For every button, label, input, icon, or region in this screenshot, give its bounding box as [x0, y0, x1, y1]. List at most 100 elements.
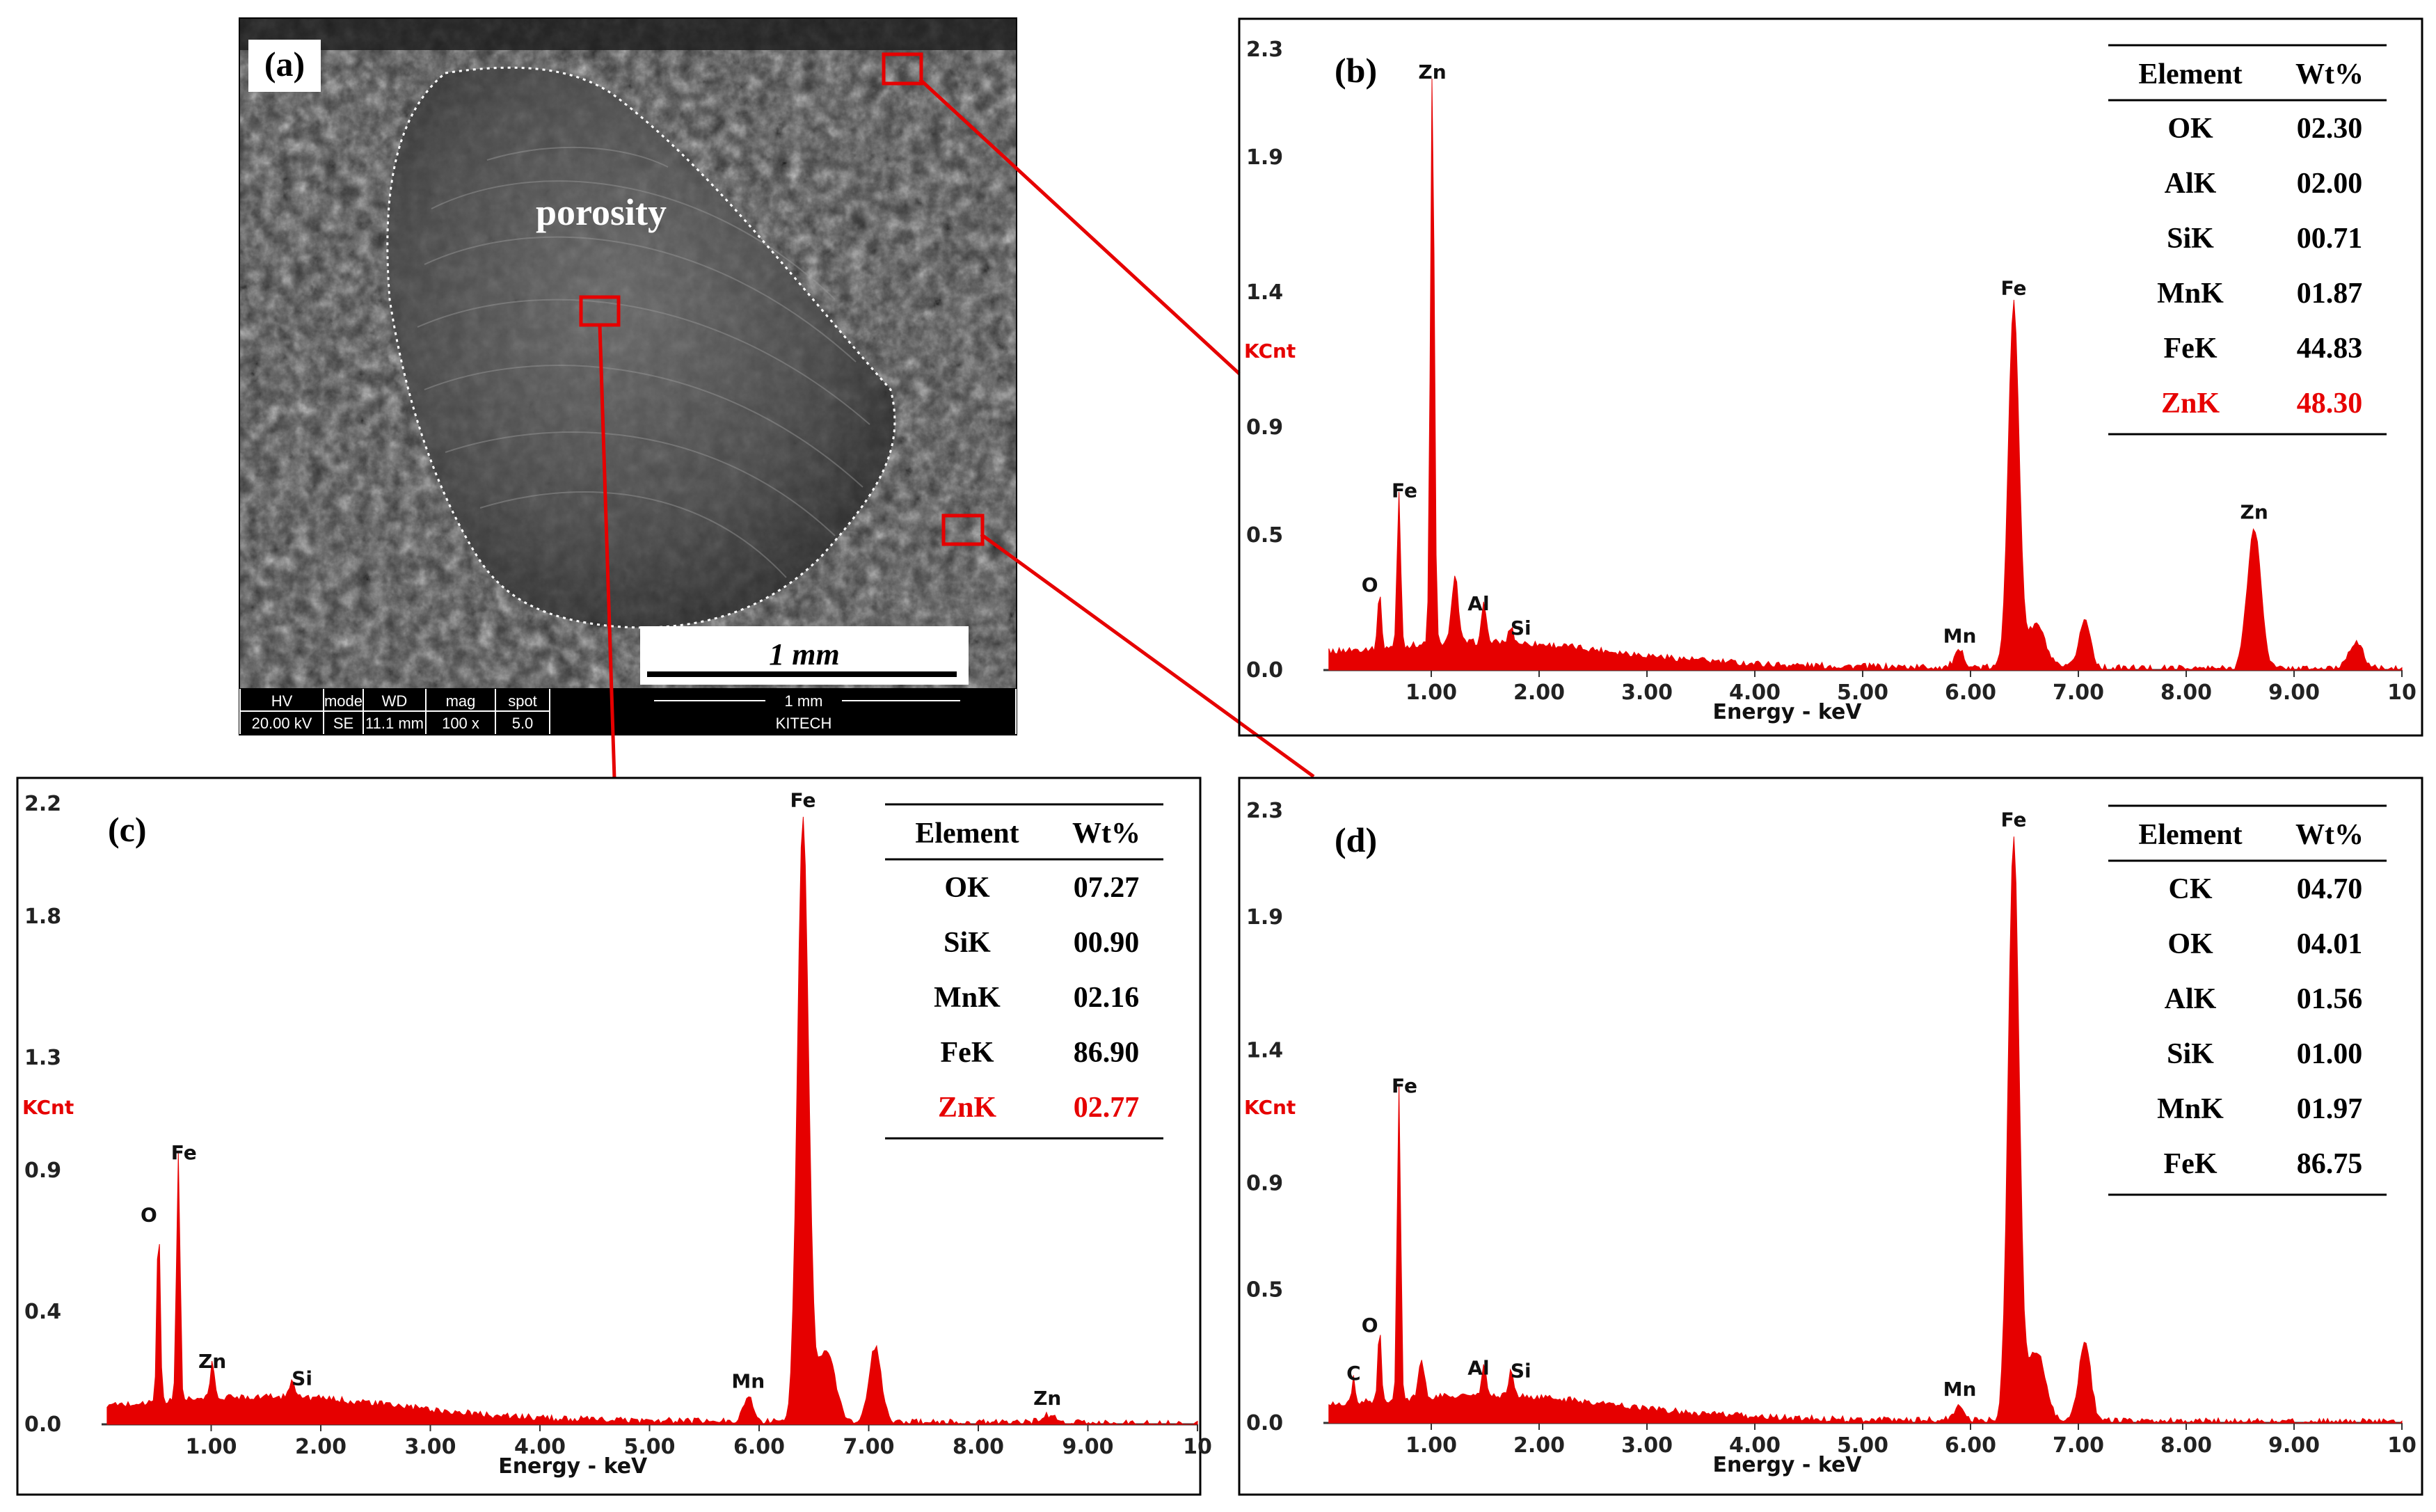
info-scale: 1 mm [785, 692, 823, 710]
x-tick-label: 3.00 [1621, 1433, 1673, 1458]
table-row-element: SiK [2167, 223, 2214, 255]
x-tick-label: 1.00 [1406, 1433, 1457, 1458]
peak-label-mn: Mn [1943, 625, 1977, 648]
x-tick-label: 9.00 [2268, 1433, 2320, 1458]
composition-table: Element Wt% CK 04.70 OK 04.01 AlK 01.56 SiK 01.00… [2108, 804, 2387, 1196]
sem-image [240, 19, 1016, 688]
peak-label-al: Al [1467, 592, 1489, 615]
table-row-wt: 01.97 [2297, 1093, 2363, 1125]
x-tick-label: 5.00 [623, 1435, 675, 1459]
panel-c-frame [16, 777, 1202, 1496]
table-row-element: AlK [2165, 168, 2217, 200]
table-row-wt: 07.27 [1074, 872, 1140, 904]
x-tick-label: 8.00 [2160, 1433, 2212, 1458]
table-row-element: MnK [2157, 1093, 2224, 1125]
peak-label-al: Al [1467, 1356, 1489, 1379]
x-tick-label: 10 [2387, 1433, 2417, 1458]
peak-label-zn: Zn [1033, 1387, 1061, 1410]
table-row-wt: 02.30 [2297, 113, 2363, 145]
info-org: KITECH [776, 715, 832, 732]
panel-c-label: (c) [108, 810, 147, 849]
table-row-element: SiK [944, 927, 991, 959]
table-row-wt: 01.00 [2297, 1038, 2363, 1070]
table-row-wt: 48.30 [2297, 388, 2363, 420]
table-row-wt: 04.70 [2297, 873, 2363, 905]
x-axis-label: Energy - keV [498, 1454, 648, 1479]
table-row-element: FeK [941, 1037, 994, 1069]
composition-table: Element Wt% OK 07.27 SiK 00.90 MnK 02.16 FeK 86.9… [885, 803, 1163, 1140]
porosity-annotation: porosity [536, 191, 667, 233]
spectrum-series [1328, 78, 2403, 671]
connector-b [918, 78, 1241, 375]
table-row-wt: 44.83 [2297, 333, 2363, 365]
x-tick-label: 10 [2387, 681, 2417, 705]
info-value-4: 5.0 [512, 715, 534, 732]
info-header-2: WD [382, 692, 408, 710]
x-tick-label: 4.00 [514, 1435, 566, 1459]
info-value-1: SE [333, 715, 353, 732]
table-row-element: OK [2167, 113, 2213, 145]
peak-label-si: Si [1511, 616, 1531, 639]
peak-label-zn: Zn [2240, 500, 2268, 523]
x-tick-label: 6.00 [733, 1435, 785, 1459]
panel-a-label: (a) [264, 45, 305, 83]
y-tick-label: 1.3 [24, 1046, 61, 1070]
info-value-0: 20.00 kV [252, 715, 312, 732]
region-box-d [941, 514, 985, 546]
x-tick-label: 7.00 [2053, 1433, 2104, 1458]
scale-bar-text: 1 mm [769, 637, 839, 671]
peak-label-o: O [141, 1203, 157, 1226]
peak-label-fe: Fe [1392, 479, 1417, 502]
info-bar-grid [239, 689, 1017, 734]
y-tick-label: 2.3 [1246, 38, 1283, 62]
info-value-3: 100 x [442, 715, 479, 732]
scale-bar [647, 671, 957, 677]
x-tick-label: 4.00 [1729, 681, 1781, 705]
x-tick-label: 6.00 [1945, 681, 1996, 705]
peak-label-fe: Fe [790, 788, 816, 811]
x-tick-label: 9.00 [1062, 1435, 1113, 1459]
peak-label-si: Si [292, 1367, 312, 1390]
peak-label-fe: Fe [1392, 1074, 1417, 1097]
table-header-element: Element [2138, 819, 2242, 851]
table-header-wt: Wt% [1072, 818, 1140, 850]
peak-label-zn: Zn [198, 1350, 226, 1373]
y-tick-label: 0.0 [1246, 658, 1283, 683]
table-row-element: FeK [2164, 333, 2218, 365]
x-axis-label: Energy - keV [1712, 700, 1862, 724]
y-tick-label: 1.9 [1246, 905, 1283, 930]
x-tick-label: 5.00 [1837, 681, 1888, 705]
panel-a-label-box [248, 40, 321, 92]
peak-label-fe: Fe [171, 1141, 197, 1164]
table-row-element: MnK [934, 982, 1001, 1014]
table-header-wt: Wt% [2295, 819, 2364, 851]
peak-label-c: C [1346, 1362, 1361, 1385]
table-row-wt: 86.75 [2297, 1148, 2363, 1180]
y-tick-label: 1.9 [1246, 145, 1283, 170]
y-tick-label: 0.5 [1246, 1278, 1283, 1303]
x-tick-label: 3.00 [1621, 681, 1673, 705]
table-row-wt: 02.00 [2297, 168, 2363, 200]
y-tick-label: 0.9 [24, 1159, 61, 1183]
table-row-element: ZnK [938, 1092, 996, 1124]
peak-label-fe: Fe [2001, 808, 2027, 831]
info-header-1: mode [324, 692, 363, 710]
spectrum-series [106, 816, 1198, 1426]
panel-b-label: (b) [1335, 51, 1377, 90]
y-tick-label: 2.3 [1246, 799, 1283, 823]
y-tick-label: 0.4 [24, 1300, 61, 1324]
region-box-b [882, 52, 923, 86]
x-tick-label: 1.00 [185, 1435, 237, 1459]
spectrum-series [1328, 836, 2403, 1424]
y-axis-label: KCnt [22, 1096, 74, 1119]
y-tick-label: 2.2 [24, 792, 61, 816]
x-tick-label: 2.00 [1513, 681, 1565, 705]
panel-d-label: (d) [1335, 820, 1377, 859]
connector-c [598, 324, 616, 779]
table-row-wt: 04.01 [2297, 928, 2363, 960]
porosity-outline [386, 66, 896, 629]
x-tick-label: 8.00 [953, 1435, 1004, 1459]
x-tick-label: 2.00 [295, 1435, 347, 1459]
x-tick-label: 7.00 [2053, 681, 2104, 705]
x-tick-label: 7.00 [843, 1435, 894, 1459]
